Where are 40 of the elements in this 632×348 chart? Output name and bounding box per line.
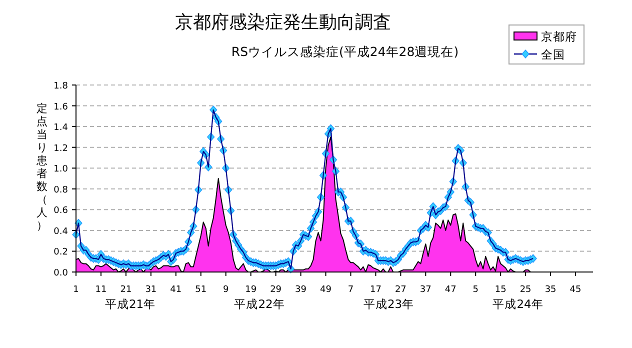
x-tick-label: 45 xyxy=(570,285,582,295)
x-tick-label: 21 xyxy=(120,285,132,295)
legend-label: 全国 xyxy=(541,48,565,62)
y-tick-label: 1.6 xyxy=(54,102,68,112)
y-tick-label: 0.2 xyxy=(54,248,68,258)
x-tick-label: 1 xyxy=(73,285,79,295)
x-tick-label: 11 xyxy=(95,285,107,295)
x-tick-label: 49 xyxy=(320,285,332,295)
x-tick-label: 7 xyxy=(348,285,354,295)
y-tick-label: 0.4 xyxy=(54,226,68,237)
annotation: 平成21年 xyxy=(104,297,156,311)
x-tick-label: 15 xyxy=(494,285,506,295)
x-tick-label: 47 xyxy=(444,285,456,295)
x-tick-label: 19 xyxy=(245,285,257,295)
x-tick-label: 41 xyxy=(170,285,182,295)
x-tick-label: 5 xyxy=(472,285,478,295)
x-tick-label: 31 xyxy=(145,285,157,295)
y-tick-label: 1.2 xyxy=(54,144,68,154)
x-tick-label: 39 xyxy=(295,285,307,295)
subtitle: RSウイルス感染症(平成24年28週現在) xyxy=(231,44,459,59)
x-tick-label: 35 xyxy=(544,285,556,295)
annotation: 平成22年 xyxy=(234,297,285,311)
y-tick-label: 1.4 xyxy=(54,123,68,134)
title: 京都府感染症発生動向調査 xyxy=(175,12,391,33)
legend-label: 京都府 xyxy=(541,30,577,44)
annotation: 平成23年 xyxy=(363,297,414,311)
x-tick-label: 25 xyxy=(520,285,532,295)
y-tick-label: 1.8 xyxy=(54,82,68,92)
x-tick-label: 27 xyxy=(394,285,406,295)
x-tick-label: 17 xyxy=(370,285,382,295)
x-tick-label: 29 xyxy=(270,285,282,295)
y-tick-label: 1.0 xyxy=(54,164,68,175)
x-tick-label: 51 xyxy=(195,285,207,295)
annotation: 平成24年 xyxy=(492,297,544,311)
y-tick-label: 0.8 xyxy=(54,185,68,196)
x-tick-label: 37 xyxy=(420,285,432,295)
ylabel: 定点当り患者数（人） xyxy=(36,102,48,232)
x-tick-label: 9 xyxy=(222,285,229,295)
y-tick-label: 0.0 xyxy=(54,268,68,278)
y-tick-label: 0.6 xyxy=(54,206,68,216)
